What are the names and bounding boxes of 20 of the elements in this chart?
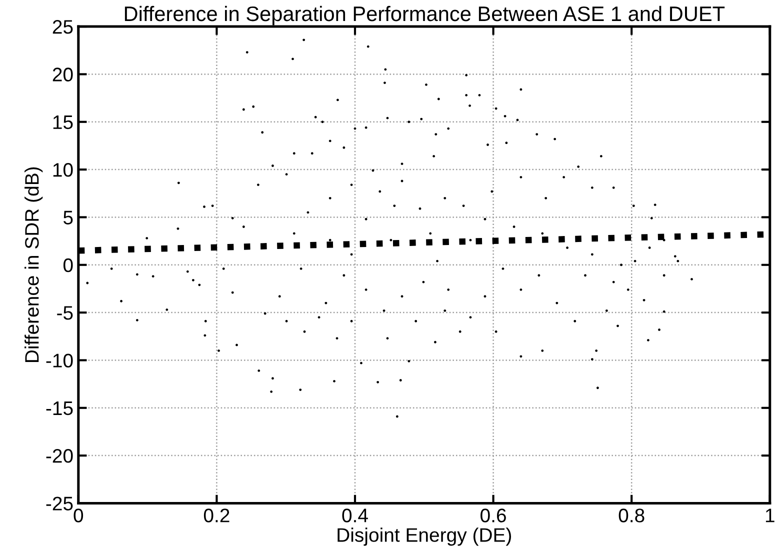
y-tick-label: 0 [63, 258, 73, 272]
y-tick-label: -15 [46, 402, 73, 416]
x-tick-label: 0.6 [480, 508, 506, 522]
x-tick-label: 0.8 [618, 508, 644, 522]
x-axis-title: Disjoint Energy (DE) [338, 528, 512, 546]
y-tick-label: 5 [64, 210, 73, 224]
x-tick-label: 0.2 [204, 508, 230, 522]
y-axis-title: Difference in SDR (dB) [24, 167, 43, 362]
y-tick-label: -20 [46, 449, 73, 463]
x-tick-label: 0 [74, 508, 84, 522]
x-tick-label: 0.4 [342, 508, 368, 522]
x-tick-label: 1 [766, 508, 774, 522]
y-tick-label: 15 [53, 116, 73, 130]
chart-title: Difference in Separation Performance Between ASE 1 and DUET [124, 6, 725, 26]
y-tick-label: -10 [46, 354, 73, 368]
y-tick-label: 20 [52, 68, 73, 82]
y-tick-label: 10 [53, 163, 73, 177]
y-tick-label: -5 [57, 306, 73, 320]
y-tick-label: 25 [52, 20, 73, 34]
y-tick-label: -25 [46, 496, 73, 510]
